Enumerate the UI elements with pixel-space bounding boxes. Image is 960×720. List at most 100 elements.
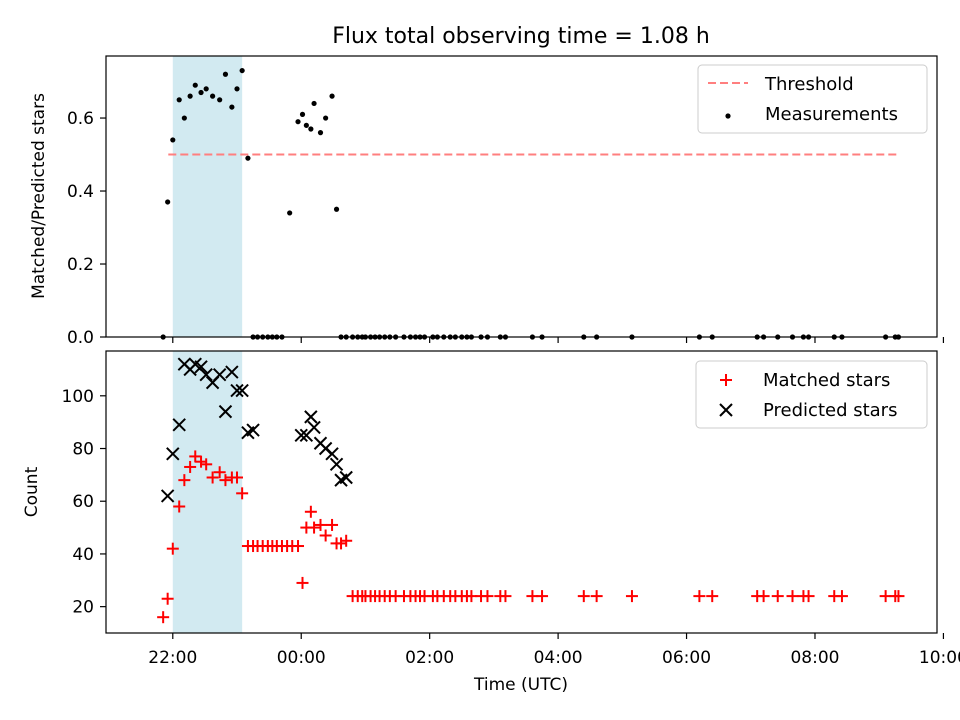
measurement-point <box>311 100 317 107</box>
matched-star-point <box>757 590 770 603</box>
matched-star-point <box>184 460 197 473</box>
predicted-star-point <box>225 365 239 379</box>
measurement-point <box>323 115 329 121</box>
top-legend: Threshold Measurements <box>697 64 928 134</box>
legend-threshold-label: Threshold <box>764 74 854 95</box>
measurement-point <box>333 206 340 212</box>
top-highlight-span <box>172 56 243 337</box>
predicted-star-point <box>339 470 353 485</box>
measurement-point <box>198 89 204 96</box>
predicted-star-point <box>325 447 339 461</box>
measurement-point <box>210 93 216 99</box>
top-plot-area <box>160 56 902 340</box>
x-tick-label: 10:00 <box>919 648 960 668</box>
matched-star-point <box>304 505 317 518</box>
measurement-point <box>176 97 182 103</box>
x-tick-label: 00:00 <box>277 648 326 668</box>
legend-predicted-marker <box>719 403 733 417</box>
bottom-legend: Matched stars Predicted stars <box>695 360 928 429</box>
measurement-point <box>229 104 235 110</box>
matched-star-point <box>236 487 249 500</box>
predicted-star-point <box>294 428 308 443</box>
predicted-star-point <box>218 404 233 419</box>
top-axes-frame <box>105 55 938 338</box>
bottom-panel: 20 40 60 80 100 22:00 00:00 02:00 04:00 06:00 08:… <box>22 350 960 695</box>
y-tick-label: 0.0 <box>67 328 94 348</box>
matched-star-point <box>835 590 848 603</box>
top-y-axis-label: Matched/Predicted stars <box>29 93 49 299</box>
bottom-axes-frame <box>105 350 938 634</box>
legend-measurements-label: Measurements <box>765 104 898 125</box>
predicted-star-point <box>166 447 180 461</box>
predicted-star-point <box>212 368 227 382</box>
matched-star-point <box>231 471 244 484</box>
measurement-point <box>187 93 193 99</box>
matched-star-point <box>481 590 494 603</box>
matched-star-point <box>802 590 815 603</box>
measurement-point <box>317 130 324 136</box>
measurement-point <box>203 86 209 92</box>
x-axis-label: Time (UTC) <box>473 675 568 695</box>
predicted-star-point <box>230 383 244 398</box>
matched-star-point <box>195 455 208 468</box>
y-tick-label: 0.2 <box>67 255 94 275</box>
matched-star-point <box>166 542 179 555</box>
matched-star-point <box>625 590 638 603</box>
y-tick-label: 20 <box>72 598 94 618</box>
matched-star-point <box>296 576 309 589</box>
matched-star-point <box>499 590 512 603</box>
x-tick-label: 04:00 <box>534 648 583 668</box>
matched-star-point <box>340 534 353 547</box>
matched-star-point <box>590 590 603 603</box>
matched-star-point <box>200 458 213 471</box>
top-y-ticks: 0.0 0.2 0.4 0.6 <box>67 109 106 348</box>
predicted-star-point <box>304 410 318 424</box>
predicted-star-point <box>199 368 213 382</box>
chart-title: Flux total observing time = 1.08 h <box>332 24 710 49</box>
predicted-star-point <box>235 383 249 398</box>
measurement-point <box>192 82 198 88</box>
matched-star-point <box>173 500 186 513</box>
bottom-x-ticks: 22:00 00:00 02:00 04:00 06:00 08:00 10:00 <box>148 633 960 668</box>
measurement-point <box>303 122 309 128</box>
predicted-star-point <box>172 418 186 432</box>
matched-star-point <box>189 450 202 463</box>
bottom-y-axis-label: Count <box>22 466 42 517</box>
matched-star-point <box>319 529 332 542</box>
legend-predicted-label: Predicted stars <box>763 400 897 421</box>
predicted-star-point <box>160 489 175 503</box>
matched-star-point <box>536 590 549 603</box>
matched-star-point <box>314 518 327 531</box>
y-tick-label: 80 <box>72 440 94 460</box>
y-tick-label: 60 <box>72 492 94 512</box>
measurement-point <box>295 119 301 125</box>
measurement-point <box>181 115 187 121</box>
matched-star-point <box>786 590 799 603</box>
measurement-point <box>170 137 176 143</box>
bottom-highlight-span <box>172 351 243 633</box>
matched-star-point <box>335 537 348 550</box>
predicted-star-point <box>246 423 260 437</box>
measurement-point <box>245 155 251 161</box>
matched-star-point <box>326 518 339 531</box>
matched-star-point <box>577 590 590 603</box>
x-tick-label: 02:00 <box>405 648 454 668</box>
x-tick-label: 06:00 <box>662 648 711 668</box>
legend-matched-marker <box>720 374 732 386</box>
matched-star-point <box>292 540 305 553</box>
measurement-point <box>329 93 335 99</box>
matched-star-point <box>308 521 321 534</box>
matched-star-point <box>219 474 232 487</box>
bottom-y-ticks: 20 40 60 80 100 <box>62 387 106 618</box>
top-panel: 0.0 0.2 0.4 0.6 Matched/Predicted stars Thr… <box>29 55 945 348</box>
matched-star-point <box>771 590 784 603</box>
matched-star-point <box>178 474 191 487</box>
matched-star-point <box>693 590 706 603</box>
measurement-point <box>299 111 306 117</box>
measurement-point <box>217 97 223 103</box>
y-tick-label: 0.4 <box>67 182 94 202</box>
predicted-star-point <box>329 457 344 472</box>
bottom-plot-area <box>157 351 905 633</box>
predicted-star-point <box>307 420 321 435</box>
